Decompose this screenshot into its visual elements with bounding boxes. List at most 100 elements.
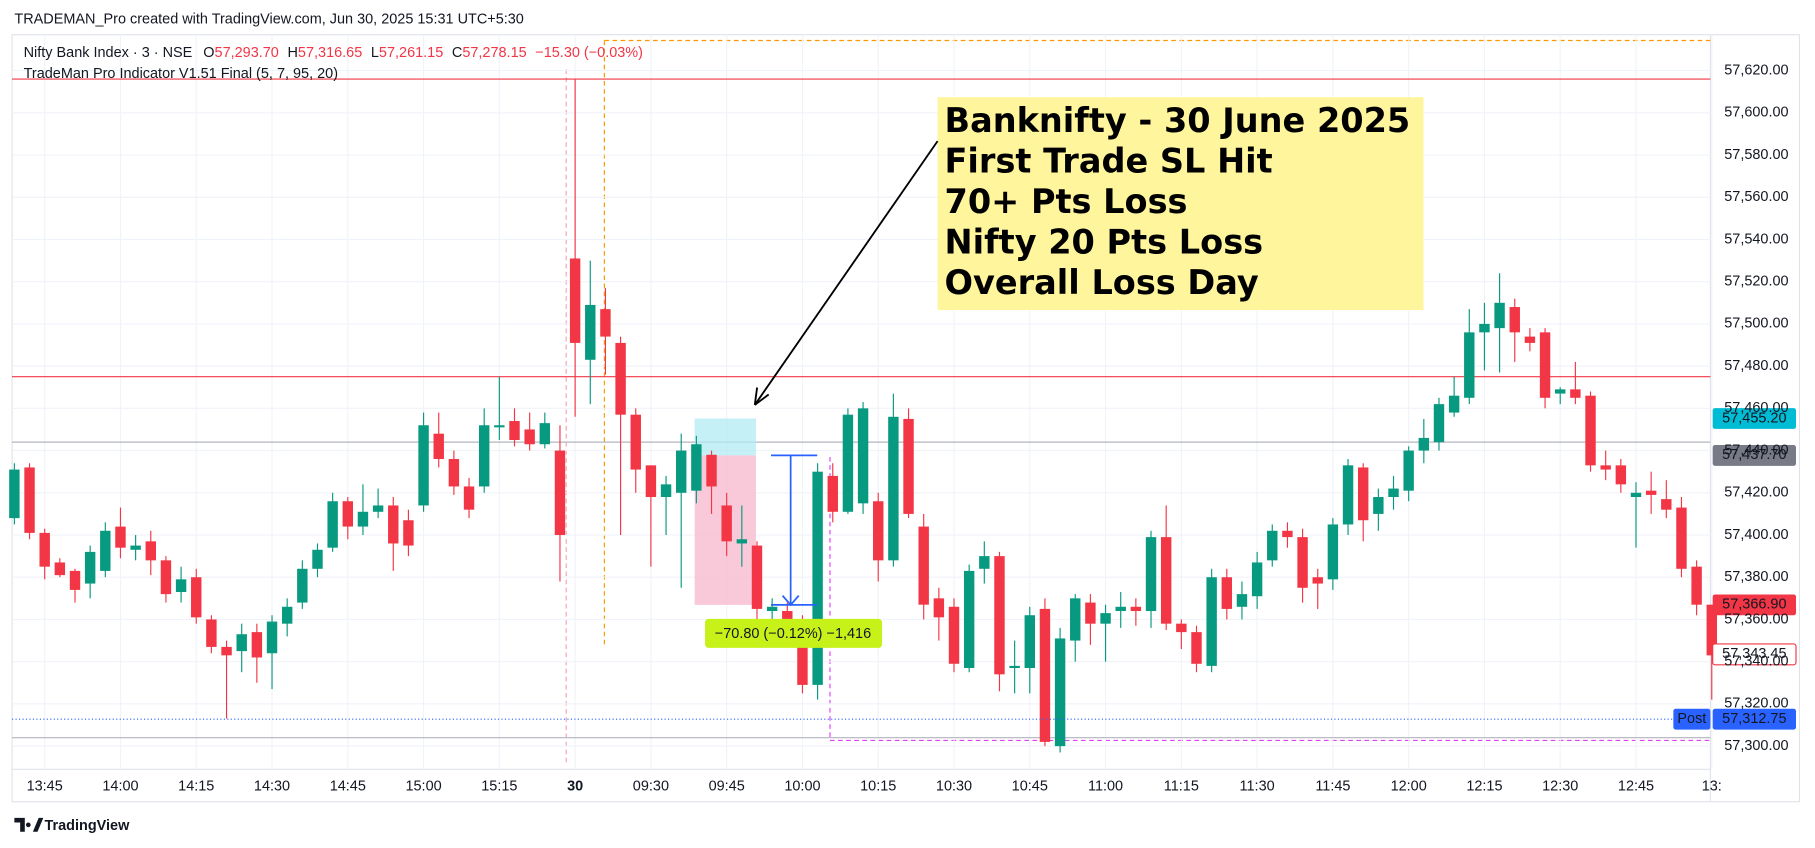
- candle-body: [1191, 632, 1202, 664]
- candle-body: [357, 511, 369, 527]
- candle-body: [554, 450, 566, 536]
- candle-body: [342, 501, 354, 527]
- candle-body: [221, 646, 232, 656]
- candle-body: [372, 505, 384, 512]
- candle-body: [600, 309, 611, 337]
- y-tick-label: 57,380.00: [1724, 569, 1788, 585]
- candle-body: [9, 469, 20, 519]
- x-tick-label: 12:00: [1391, 778, 1427, 794]
- candle-body: [191, 577, 202, 618]
- candle-body: [918, 526, 929, 605]
- x-tick-label: 13:45: [27, 778, 63, 794]
- symbol: Nifty Bank Index · 3 · NSE: [24, 45, 193, 61]
- candle-body: [1555, 389, 1566, 394]
- candle-body: [418, 425, 429, 506]
- ohlc-value: 57,316.65: [298, 45, 362, 61]
- x-tick-label: 10:45: [1012, 778, 1048, 794]
- candle-body: [842, 414, 854, 512]
- ohlc-key: O: [203, 45, 214, 61]
- candle-body: [478, 425, 490, 487]
- x-tick-label: 10:15: [860, 778, 896, 794]
- candle-body: [1327, 524, 1339, 580]
- candle-body: [1691, 566, 1702, 605]
- candle-body: [585, 304, 596, 360]
- arrow-head: [753, 387, 770, 406]
- tag-label: Post: [1677, 711, 1706, 727]
- candle-body: [1706, 604, 1717, 656]
- candle-body: [1176, 623, 1187, 633]
- candle-body: [1054, 638, 1066, 747]
- candle-body: [1524, 336, 1536, 343]
- candle-body: [130, 545, 141, 550]
- candle-body: [1585, 395, 1596, 466]
- candle-body: [1539, 332, 1551, 398]
- price-label: 57,455.20: [1722, 410, 1786, 426]
- candle-body: [1570, 389, 1581, 398]
- candle-body: [1145, 537, 1157, 612]
- candle-body: [615, 342, 626, 415]
- x-tick-label: 10:00: [784, 778, 820, 794]
- candle-body: [1236, 594, 1248, 607]
- candle-body: [676, 450, 687, 493]
- x-tick-label: 12:30: [1542, 778, 1578, 794]
- candle-body: [312, 549, 323, 569]
- x-tick-label: 12:45: [1618, 778, 1654, 794]
- x-tick-label: 15:15: [481, 778, 517, 794]
- candle-body: [963, 570, 975, 669]
- y-tick-label: 57,400.00: [1724, 527, 1788, 543]
- price-label-box: [1712, 445, 1796, 466]
- candle-body: [24, 467, 35, 533]
- candle-body: [1509, 307, 1520, 333]
- y-tick-label: 57,480.00: [1724, 358, 1788, 374]
- x-tick-label: 11:45: [1315, 778, 1350, 794]
- candle-body: [1433, 404, 1445, 443]
- y-tick-label: 57,540.00: [1724, 231, 1788, 247]
- x-tick-label: 14:45: [330, 778, 366, 794]
- candle-body: [1494, 302, 1505, 329]
- candle-body: [1024, 615, 1035, 669]
- candle-body: [1039, 608, 1051, 742]
- candle-body: [660, 484, 672, 498]
- ohlc-key: C: [452, 45, 462, 61]
- x-tick-label: 09:45: [709, 778, 745, 794]
- x-tick-label: 11:00: [1088, 778, 1123, 794]
- y-tick-label: 57,600.00: [1724, 105, 1788, 121]
- x-tick-label: 13:: [1702, 778, 1722, 794]
- ohlc-value: 57,293.70: [215, 45, 279, 61]
- candle-body: [84, 551, 96, 584]
- candle-body: [524, 429, 535, 445]
- candle-body: [1206, 577, 1217, 666]
- ohlc-value: 57,278.15: [462, 45, 526, 61]
- candle-body: [827, 475, 838, 512]
- price-label: 57,312.75: [1722, 711, 1786, 727]
- y-tick-label: 57,520.00: [1724, 274, 1788, 290]
- candle-body: [236, 634, 247, 652]
- x-tick-label: 10:30: [936, 778, 972, 794]
- candle-body: [1282, 530, 1293, 538]
- candle-body: [1388, 488, 1399, 498]
- candle-body: [751, 545, 763, 609]
- price-label-box: [1712, 643, 1797, 666]
- candle-body: [903, 418, 914, 514]
- change: −15.30 (−0.03%): [535, 45, 643, 61]
- candle-body: [206, 619, 217, 647]
- annotation-line: First Trade SL Hit: [945, 142, 1273, 181]
- measure-label: −70.80 (−0.12%) −1,416: [715, 626, 871, 642]
- candle-body: [281, 606, 293, 624]
- candle-body: [1130, 606, 1142, 612]
- candle-body: [1312, 577, 1323, 584]
- measure-arrow: [781, 595, 800, 607]
- tag-box: [1673, 708, 1711, 730]
- candle-body: [797, 621, 808, 685]
- candle-body: [766, 606, 778, 612]
- candle-body: [388, 505, 399, 544]
- legend: Nifty Bank Index · 3 · NSE O57,293.70 H5…: [24, 45, 643, 61]
- candle-body: [1342, 465, 1354, 525]
- candle-body: [1403, 450, 1414, 491]
- candle-body: [1070, 598, 1081, 641]
- candle-body: [115, 526, 126, 548]
- annotation-line: Overall Loss Day: [945, 263, 1259, 302]
- candle-body: [630, 414, 641, 470]
- candle-body: [1100, 613, 1111, 624]
- candle-body: [1085, 602, 1096, 624]
